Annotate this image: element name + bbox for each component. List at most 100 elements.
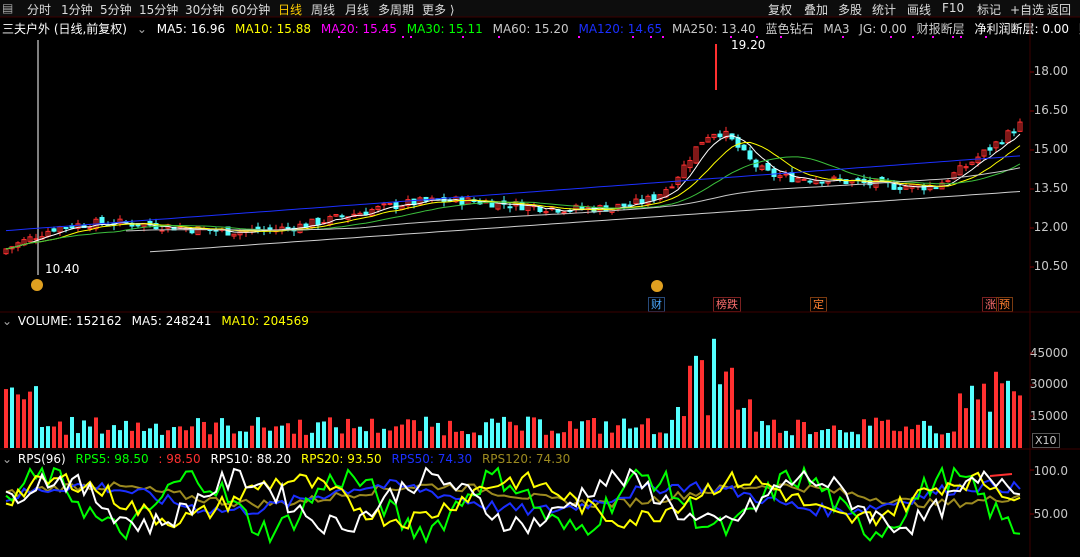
volume-bar bbox=[244, 431, 248, 448]
candle-body bbox=[195, 226, 201, 236]
rps5b-label: : 98.50 bbox=[158, 452, 201, 466]
draw-line-button[interactable]: 画线 bbox=[907, 3, 932, 17]
candle-body bbox=[933, 187, 939, 190]
candle-body bbox=[1011, 131, 1017, 134]
tab-multi-period[interactable]: 多周期 bbox=[378, 3, 415, 17]
volume-bar bbox=[28, 391, 32, 448]
candle-body bbox=[981, 149, 987, 157]
volume-ma10-label: MA10: 204569 bbox=[221, 314, 309, 328]
tab-weekly[interactable]: 周线 bbox=[311, 3, 336, 17]
volume-bar bbox=[412, 420, 416, 448]
price-tick: 13.50 bbox=[1033, 181, 1068, 195]
volume-bar bbox=[532, 417, 536, 448]
collapse-icon[interactable]: ⌄ bbox=[136, 22, 147, 36]
volume-bar bbox=[580, 421, 584, 448]
volume-bar bbox=[616, 425, 620, 448]
candle-body bbox=[969, 161, 975, 165]
volume-bar bbox=[424, 416, 428, 448]
candle-body bbox=[657, 194, 663, 200]
volume-bar bbox=[970, 385, 974, 448]
signal-dot bbox=[410, 36, 412, 38]
volume-bar bbox=[988, 411, 992, 448]
signal-dot bbox=[462, 36, 464, 38]
volume-bar bbox=[622, 418, 626, 448]
add-watchlist-button[interactable]: +自选 bbox=[1010, 3, 1045, 17]
volume-bar bbox=[508, 421, 512, 448]
volume-tick: 15000 bbox=[1029, 409, 1068, 423]
volume-bar bbox=[220, 418, 224, 448]
volume-bar bbox=[16, 394, 20, 448]
volume-bar bbox=[706, 415, 710, 448]
volume-bar bbox=[472, 432, 476, 448]
volume-bar bbox=[766, 425, 770, 448]
candle-body bbox=[801, 178, 807, 181]
ma20-line bbox=[5, 156, 1021, 250]
volume-bar bbox=[100, 433, 104, 448]
ma250-label: MA250: 13.40 bbox=[671, 22, 756, 36]
candle-body bbox=[267, 227, 273, 230]
volume-bar bbox=[652, 434, 656, 448]
multi-stock-button[interactable]: 多股 bbox=[838, 3, 863, 17]
rps-title: RPS(96) bbox=[17, 452, 66, 466]
volume-bar bbox=[868, 425, 872, 448]
volume-bar bbox=[1006, 380, 1010, 448]
volume-bar bbox=[46, 426, 50, 448]
candle-body bbox=[963, 166, 969, 169]
volume-bar bbox=[298, 419, 302, 448]
overlay-button[interactable]: 叠加 bbox=[804, 3, 829, 17]
volume-bar bbox=[832, 425, 836, 448]
tab-daily[interactable]: 日线 bbox=[278, 3, 303, 17]
volume-bar bbox=[322, 421, 326, 448]
candle-body bbox=[63, 227, 69, 230]
period-toolbar: ▤ 分时 1分钟 5分钟 15分钟 30分钟 60分钟 日线 周线 月线 多周期… bbox=[0, 0, 1080, 17]
back-button[interactable]: 返回 bbox=[1047, 3, 1072, 17]
candle-body bbox=[231, 233, 237, 237]
tab-monthly[interactable]: 月线 bbox=[345, 3, 370, 17]
candle-body bbox=[783, 173, 789, 176]
candle-body bbox=[627, 204, 633, 207]
tab-15min[interactable]: 15分钟 bbox=[139, 3, 179, 17]
tab-more[interactable]: 更多 ⟩ bbox=[422, 3, 455, 17]
tab-5min[interactable]: 5分钟 bbox=[100, 3, 132, 17]
rps-legend: ⌄ RPS(96) RPS5: 98.50 : 98.50 RPS10: 88.… bbox=[2, 452, 576, 466]
collapse-icon[interactable]: ⌄ bbox=[2, 314, 13, 328]
mark-button[interactable]: 标记 bbox=[977, 3, 1002, 17]
indicator-jg: JG: 0.00 bbox=[859, 22, 907, 36]
volume-bar bbox=[292, 433, 296, 448]
rps50-label: RPS50: 74.30 bbox=[391, 452, 473, 466]
volume-bar bbox=[934, 433, 938, 448]
f10-button[interactable]: F10 bbox=[942, 1, 965, 15]
volume-bar bbox=[94, 417, 98, 448]
volume-bar bbox=[904, 426, 908, 448]
ma120-line bbox=[5, 155, 1021, 232]
rps-tick: 50.00 bbox=[1033, 507, 1068, 521]
menu-icon[interactable]: ▤ bbox=[2, 1, 14, 15]
statistics-button[interactable]: 统计 bbox=[872, 3, 897, 17]
volume-bar bbox=[928, 425, 932, 448]
candle-body bbox=[723, 130, 729, 139]
candle-body bbox=[711, 133, 717, 139]
ma30-label: MA30: 15.11 bbox=[406, 22, 483, 36]
tab-30min[interactable]: 30分钟 bbox=[185, 3, 225, 17]
tab-60min[interactable]: 60分钟 bbox=[231, 3, 271, 17]
volume-bar bbox=[70, 416, 74, 448]
candle-body bbox=[765, 162, 771, 171]
volume-bar bbox=[844, 432, 848, 448]
volume-bar bbox=[718, 384, 722, 448]
volume-legend: ⌄ VOLUME: 152162 MA5: 248241 MA10: 20456… bbox=[2, 314, 315, 328]
volume-bar bbox=[34, 386, 38, 448]
candle-body bbox=[375, 205, 381, 211]
indicator-profit-gap: 净利润断层: 0.00 bbox=[974, 22, 1070, 36]
candle-body bbox=[99, 216, 105, 225]
tab-fenshi[interactable]: 分时 bbox=[27, 3, 52, 17]
collapse-icon[interactable]: ⌄ bbox=[2, 452, 13, 466]
candle-body bbox=[951, 172, 957, 180]
volume-bar bbox=[460, 430, 464, 448]
rps5-label: RPS5: 98.50 bbox=[75, 452, 149, 466]
volume-bar bbox=[436, 422, 440, 448]
candle-body bbox=[999, 142, 1005, 145]
tab-1min[interactable]: 1分钟 bbox=[61, 3, 93, 17]
restore-right-button[interactable]: 复权 bbox=[768, 3, 793, 17]
volume-bar bbox=[478, 435, 482, 448]
